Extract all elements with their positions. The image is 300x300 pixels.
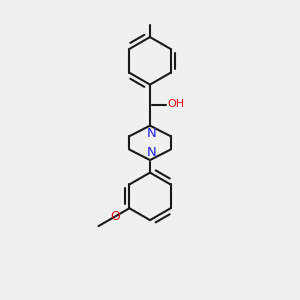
Text: N: N <box>147 127 156 140</box>
Text: OH: OH <box>167 99 184 109</box>
Text: O: O <box>110 210 120 223</box>
Text: N: N <box>147 146 156 159</box>
